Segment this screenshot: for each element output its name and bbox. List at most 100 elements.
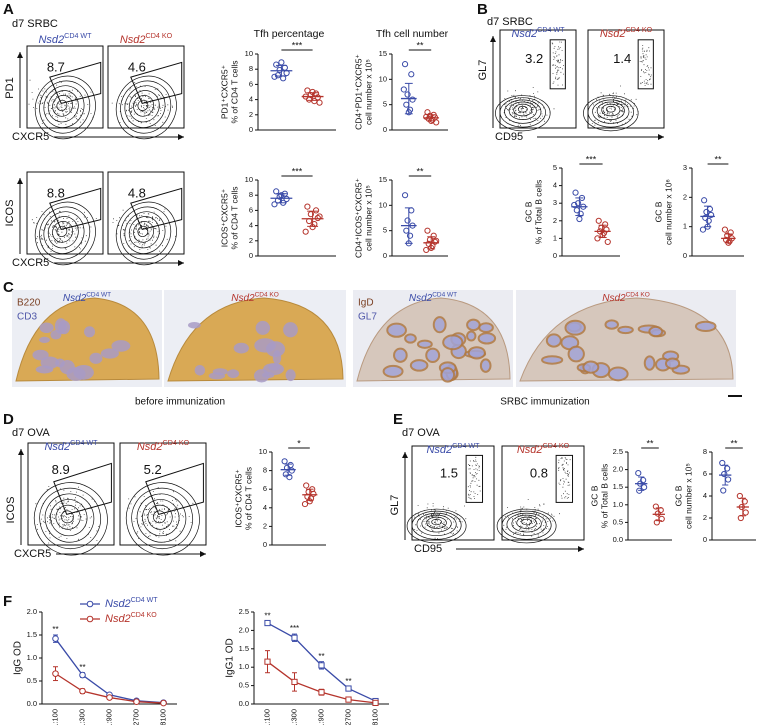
stain-label: B220 — [17, 298, 41, 309]
flow-contour — [513, 103, 533, 117]
y-tick-label: 4 — [263, 503, 267, 512]
significance-label: ** — [416, 40, 424, 50]
y-axis-label: cell number x 10⁵ — [363, 185, 373, 251]
tissue-follicle — [648, 325, 664, 338]
arrow-head — [200, 551, 206, 557]
tissue-follicle — [386, 322, 407, 338]
y-tick-label: 5 — [383, 226, 387, 235]
flow-contour — [499, 97, 546, 128]
y-axis-label: GL7 — [477, 60, 489, 81]
flow-contour — [504, 99, 542, 124]
x-axis-label: CD95 — [414, 543, 442, 555]
significance-label: *** — [290, 624, 299, 633]
genotype-superscript: CD4 WT — [86, 291, 111, 298]
flow-plot-frame — [26, 45, 104, 129]
data-point — [291, 634, 298, 641]
arrow-head — [178, 260, 184, 266]
flow-contour — [587, 97, 634, 128]
genotype-label: Nsd2CD4 KO — [231, 291, 279, 303]
panel-letter: F — [3, 593, 12, 610]
flow-contour — [39, 80, 91, 134]
data-point — [303, 482, 310, 489]
data-point — [274, 72, 282, 79]
data-point — [424, 227, 431, 234]
data-point — [345, 685, 352, 692]
flow-contour — [34, 201, 96, 266]
flow-contour — [601, 103, 621, 117]
y-tick-label: 0.0 — [239, 699, 249, 708]
panel-title: d7 OVA — [12, 427, 50, 439]
y-axis-label: IgG OD — [13, 641, 24, 675]
tissue-follicle — [265, 341, 286, 357]
gene-name: Nsd2 — [44, 441, 70, 453]
y-tick-label: 0 — [383, 251, 387, 260]
tissue-follicle — [425, 347, 441, 364]
flow-contour — [52, 95, 73, 117]
data-point — [423, 113, 430, 120]
panel-letter: E — [393, 411, 403, 428]
flow-contour — [39, 487, 101, 550]
y-axis-label: % of Total B cells — [533, 180, 543, 245]
flow-contour — [125, 482, 200, 556]
gene-name: Nsd2 — [38, 34, 64, 46]
y-tick-label: 0.0 — [613, 535, 623, 544]
data-point — [653, 519, 660, 526]
y-tick-label: 0.5 — [239, 681, 249, 690]
significance-label: *** — [586, 154, 597, 164]
tissue-follicle — [442, 334, 464, 351]
y-tick-label: 0 — [553, 251, 557, 260]
legend-superscript: CD4 WT — [131, 597, 159, 604]
y-tick-label: 2 — [683, 192, 687, 201]
gate-percentage: 3.2 — [525, 51, 543, 66]
data-point — [79, 687, 86, 695]
data-point — [707, 211, 715, 219]
data-point — [703, 208, 710, 216]
flow-contour — [120, 80, 172, 134]
gate-percentage: 4.6 — [128, 60, 146, 75]
y-axis-label: CD4⁺ICOS⁺CXCR5⁺ — [353, 177, 363, 258]
arrow-head — [578, 546, 584, 552]
significance-label: * — [297, 438, 301, 448]
data-point — [271, 73, 278, 80]
tissue-follicle — [89, 352, 103, 364]
gate-percentage: 5.2 — [144, 462, 162, 477]
significance-label: ** — [646, 438, 654, 448]
y-tick-label: 0.5 — [27, 676, 37, 685]
tissue-follicle — [39, 322, 54, 334]
tissue-follicle — [227, 369, 240, 379]
data-point — [635, 470, 642, 477]
genotype-superscript: CD4 WT — [537, 26, 565, 34]
genotype-superscript: CD4 KO — [626, 291, 650, 298]
panel-title: d7 SRBC — [12, 18, 58, 30]
x-tick-label: 1:8100 — [158, 709, 167, 725]
y-tick-label: 1.5 — [27, 630, 37, 639]
y-tick-label: 0 — [683, 251, 687, 260]
data-point — [404, 217, 411, 224]
genotype-label: Nsd2CD4 WT — [38, 32, 92, 46]
significance-label: *** — [292, 40, 303, 50]
y-axis-label: % of Total B cells — [599, 464, 609, 529]
tissue-follicle — [212, 368, 228, 376]
x-tick-label: 1:300 — [77, 709, 86, 725]
data-point — [400, 86, 407, 93]
y-tick-label: 10 — [259, 447, 267, 456]
x-tick-label: 1:100 — [50, 709, 59, 725]
gene-name: Nsd2 — [602, 293, 626, 304]
y-axis-label: cell number x 10⁵ — [363, 59, 373, 125]
gate — [130, 187, 183, 230]
y-tick-label: 8 — [249, 190, 253, 199]
flow-contour — [516, 516, 537, 529]
y-tick-label: 1.5 — [613, 482, 623, 491]
tissue-follicle — [268, 363, 281, 371]
significance-label: ** — [318, 652, 324, 661]
legend-label: Nsd2CD4 KO — [105, 612, 157, 625]
y-tick-label: 0.0 — [27, 699, 37, 708]
data-point — [264, 619, 271, 627]
significance-label: ** — [730, 438, 738, 448]
tissue-follicle — [466, 330, 477, 342]
flow-contour — [421, 514, 452, 533]
flow-contour — [56, 99, 68, 112]
flow-contour — [142, 499, 180, 537]
panel-title: d7 OVA — [402, 427, 440, 439]
data-point — [701, 197, 708, 204]
